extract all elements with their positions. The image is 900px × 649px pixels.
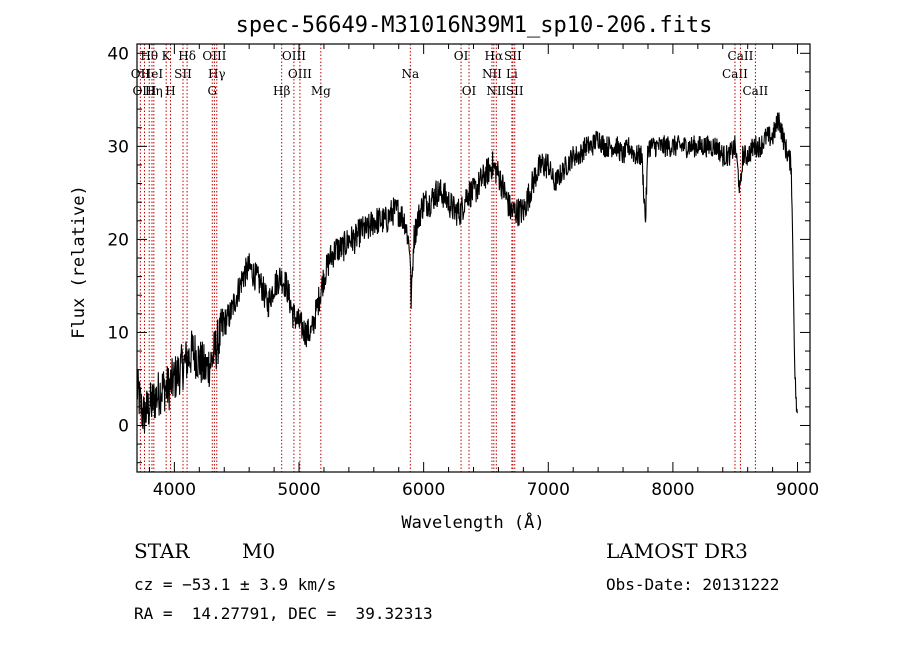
spectral-line-label: Hθ (140, 49, 158, 63)
spectral-line-label: Hβ (273, 84, 290, 98)
y-tick-label: 10 (107, 323, 129, 343)
spectral-line-label: NII (486, 84, 506, 98)
spectral-line-label: CaII (728, 49, 754, 63)
spectral-line-label: Li (506, 67, 518, 81)
obs-date: Obs-Date: 20131222 (606, 575, 780, 594)
object-class: STAR (134, 539, 190, 563)
x-tick-label: 4000 (153, 480, 196, 500)
y-axis-label: Flux (relative) (69, 185, 89, 339)
spectral-line-label: Hδ (178, 49, 196, 63)
spectral-line-label: H (165, 84, 175, 98)
flux-series-line (136, 112, 798, 434)
object-subclass: M0 (242, 539, 276, 563)
spectral-line-label: Hα (485, 49, 504, 63)
spectral-line-label: Na (401, 67, 419, 81)
survey-name: LAMOST DR3 (606, 539, 748, 563)
spectral-line-label: Hγ (208, 67, 226, 81)
spectral-line-label: Hη (145, 84, 163, 98)
y-tick-label: 0 (118, 416, 129, 436)
spectral-line-label: OIII (282, 49, 306, 63)
spectral-line-label: OI (462, 84, 477, 98)
y-tick-label: 20 (107, 230, 129, 250)
x-tick-label: 6000 (402, 480, 445, 500)
redshift-cz: cz = −53.1 ± 3.9 km/s (134, 575, 337, 594)
y-tick-label: 30 (107, 137, 129, 157)
spectral-line-label: OIII (202, 49, 226, 63)
x-axis-label: Wavelength (Å) (401, 511, 544, 533)
y-tick-label: 40 (107, 44, 129, 64)
x-tick-label: 9000 (776, 480, 819, 500)
spectral-line-label: CaII (742, 84, 768, 98)
x-tick-label: 7000 (527, 480, 570, 500)
spectral-line-label: OII (131, 67, 151, 81)
ra-dec: RA = 14.27791, DEC = 39.32313 (134, 604, 433, 623)
spectral-line-label: K (162, 49, 172, 63)
x-tick-label: 5000 (277, 480, 320, 500)
spectral-line-label: CaII (722, 67, 748, 81)
spectral-lines-layer: OII OIII Hθ HeI Hη K H SII Hδ G OIII Hγ Hβ OIII OIII Mg… (131, 44, 769, 472)
spectral-line-label: SII (174, 67, 192, 81)
spectral-line-label: HeI (141, 67, 164, 81)
x-tick-label: 8000 (651, 480, 694, 500)
spectral-line-label: SII (506, 84, 524, 98)
spectral-line-label: NII (482, 67, 502, 81)
spectral-line-label: OIII (132, 84, 156, 98)
spectral-line-label: G (207, 84, 217, 98)
plot-frame (136, 43, 811, 473)
axis-ticks: 4000 5000 6000 7000 8000 9000 0 10 20 30 40 (107, 44, 819, 500)
spectral-line-label: Mg (311, 84, 331, 98)
chart-title: spec-56649-M31016N39M1_sp10-206.fits (236, 13, 713, 38)
spectral-line-label: SII (504, 49, 522, 63)
spectral-line-label: OIII (288, 67, 312, 81)
spectral-line-label: OI (454, 49, 469, 63)
